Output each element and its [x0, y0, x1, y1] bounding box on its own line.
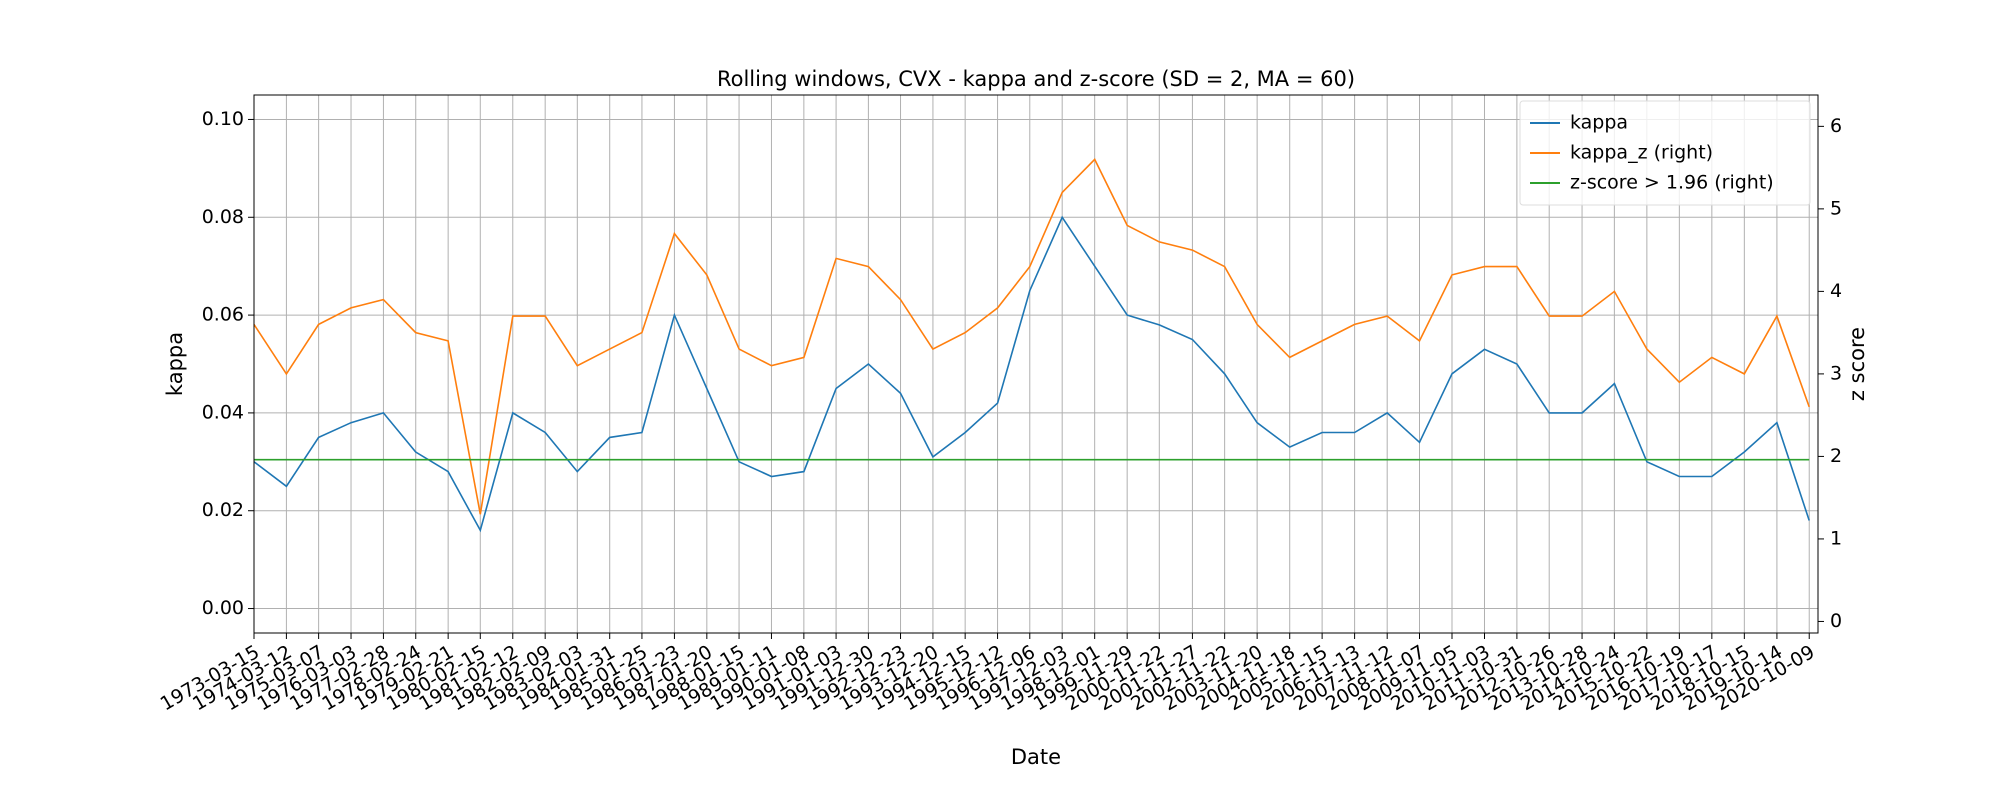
legend-label: z-score > 1.96 (right)	[1570, 172, 1774, 194]
y2-tick-label: 2	[1830, 445, 1842, 467]
legend-label: kappa	[1570, 112, 1628, 134]
y2-tick-label: 5	[1830, 197, 1842, 219]
y-axis-label: kappa	[163, 332, 187, 396]
legend-box	[1519, 100, 1811, 206]
y-tick-label: 0.08	[202, 206, 244, 228]
y2-tick-label: 0	[1830, 610, 1842, 632]
x-axis-label: Date	[1011, 745, 1061, 769]
y-tick-label: 0.02	[202, 499, 244, 521]
y2-tick-label: 4	[1830, 280, 1842, 302]
y2-tick-label: 3	[1830, 362, 1842, 384]
y-tick-label: 0.06	[202, 304, 244, 326]
y-tick-label: 0.00	[202, 597, 244, 619]
data-line	[253, 215, 1810, 533]
y-tick-label: 0.04	[202, 401, 244, 423]
plot-frame	[253, 94, 1819, 634]
y-tick-label: 0.10	[202, 108, 244, 130]
y2-tick-label: 6	[1830, 115, 1842, 137]
chart-title: Rolling windows, CVX - kappa and z-score…	[717, 67, 1355, 91]
y2-axis-label: z score	[1845, 327, 1869, 401]
y2-tick-label: 1	[1830, 527, 1842, 549]
data-line	[253, 158, 1810, 515]
legend-label: kappa_z (right)	[1570, 142, 1713, 164]
